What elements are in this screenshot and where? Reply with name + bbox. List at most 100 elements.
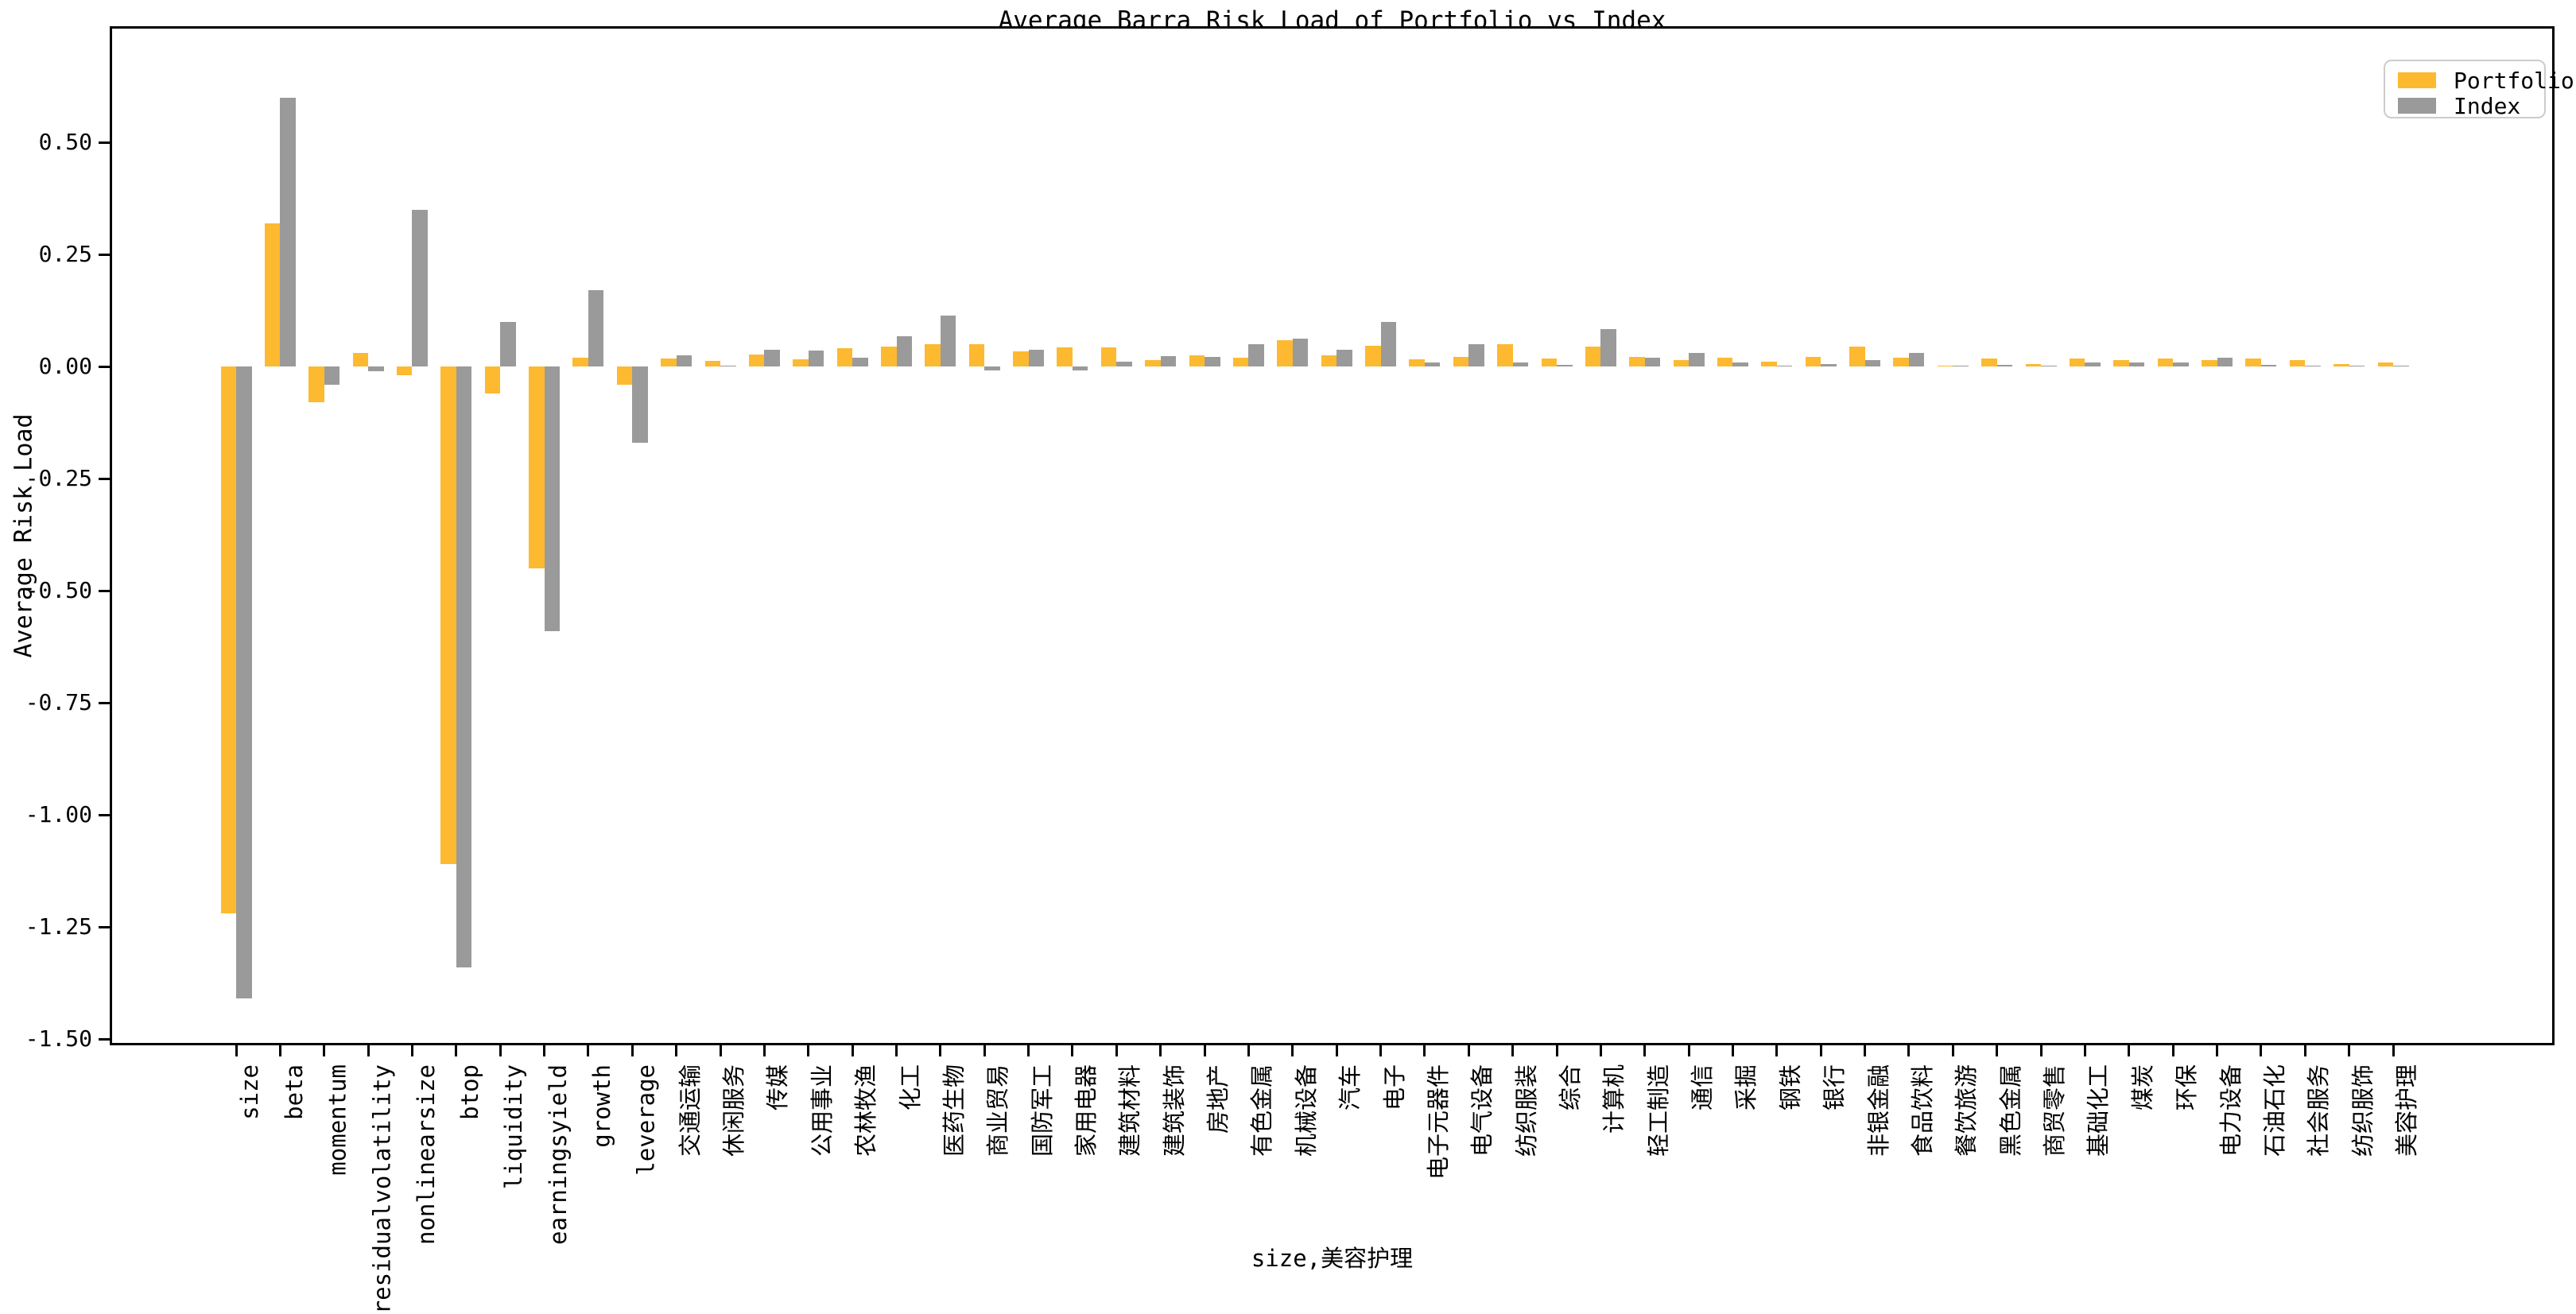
index-bar xyxy=(632,366,648,443)
x-tick-label: 轻工制造 xyxy=(1644,1064,1672,1157)
portfolio-bar xyxy=(264,223,281,366)
y-tick-mark xyxy=(99,253,110,256)
x-tick-label: 建筑装饰 xyxy=(1160,1064,1188,1157)
index-bar xyxy=(852,357,868,366)
index-bar xyxy=(808,351,824,366)
x-tick-label: 计算机 xyxy=(1600,1064,1628,1134)
index-bar xyxy=(1468,344,1484,366)
x-axis-title: size,美容护理 xyxy=(1251,1245,1414,1272)
index-bar xyxy=(324,366,340,385)
portfolio-bar xyxy=(308,366,324,403)
portfolio-bar xyxy=(1717,358,1733,366)
portfolio-bar xyxy=(2289,359,2306,366)
x-tick-mark xyxy=(939,1045,942,1056)
x-tick-mark xyxy=(630,1045,634,1056)
y-tick-label: -0.75 xyxy=(25,689,92,715)
index-bar xyxy=(676,355,692,366)
y-axis-title: Average Risk Load xyxy=(10,413,38,658)
portfolio-bar xyxy=(1761,362,1777,366)
x-tick-mark xyxy=(807,1045,810,1056)
x-tick-label: 汽车 xyxy=(1336,1064,1364,1111)
x-tick-mark xyxy=(2392,1045,2395,1056)
x-tick-label: 化工 xyxy=(896,1064,924,1111)
index-bar xyxy=(2393,365,2409,366)
portfolio-bar xyxy=(1453,357,1469,366)
x-tick-mark xyxy=(2171,1045,2174,1056)
x-tick-mark xyxy=(1335,1045,1338,1056)
x-tick-label: btop xyxy=(456,1064,483,1120)
x-tick-mark xyxy=(323,1045,326,1056)
index-bar xyxy=(1205,356,1220,366)
portfolio-bar xyxy=(2069,358,2085,366)
portfolio-bar xyxy=(704,361,721,366)
x-tick-label: 电子元器件 xyxy=(1424,1064,1452,1180)
index-bar xyxy=(1072,366,1088,370)
index-bar xyxy=(2260,364,2277,366)
index-bar xyxy=(2173,362,2189,366)
x-tick-mark xyxy=(235,1045,238,1056)
portfolio-bar xyxy=(1013,351,1029,366)
x-tick-label: 电力设备 xyxy=(2217,1064,2244,1157)
x-tick-label: 美容护理 xyxy=(2393,1064,2420,1157)
index-bar xyxy=(1028,350,1045,366)
portfolio-bar xyxy=(968,344,985,366)
x-tick-label: 非银金融 xyxy=(1864,1064,1892,1157)
x-tick-mark xyxy=(1643,1045,1647,1056)
y-tick-label: 0.25 xyxy=(38,241,92,267)
index-bar xyxy=(500,321,516,366)
x-tick-mark xyxy=(675,1045,678,1056)
x-tick-mark xyxy=(895,1045,898,1056)
legend-label: Portfolio xyxy=(2454,67,2574,94)
x-tick-label: 综合 xyxy=(1557,1064,1585,1111)
x-tick-label: 农林牧渔 xyxy=(852,1064,880,1157)
y-tick-label: -0.50 xyxy=(25,577,92,603)
portfolio-bar xyxy=(2113,360,2129,366)
x-tick-mark xyxy=(499,1045,502,1056)
x-tick-label: 钢铁 xyxy=(1776,1064,1804,1111)
index-bar xyxy=(1248,343,1264,366)
index-bar xyxy=(940,315,956,366)
x-tick-label: 基础化工 xyxy=(2085,1064,2112,1157)
x-tick-label: 黑色金属 xyxy=(1996,1064,2024,1157)
x-tick-label: 采掘 xyxy=(1732,1064,1760,1111)
index-bar xyxy=(1953,365,1969,366)
x-tick-mark xyxy=(410,1045,413,1056)
portfolio-bar xyxy=(1541,358,1558,366)
y-tick-label: -1.25 xyxy=(25,913,92,940)
portfolio-bar xyxy=(1673,360,1690,366)
portfolio-bar xyxy=(1365,346,1381,366)
x-tick-label: 电气设备 xyxy=(1468,1064,1496,1157)
x-tick-mark xyxy=(1027,1045,1030,1056)
x-tick-label: momentum xyxy=(324,1064,351,1176)
index-bar xyxy=(1776,365,1793,366)
index-bar xyxy=(2217,358,2233,366)
x-tick-mark xyxy=(1599,1045,1602,1056)
x-tick-mark xyxy=(455,1045,458,1056)
portfolio-bar xyxy=(616,366,633,385)
index-bar xyxy=(368,366,384,371)
index-bar xyxy=(280,97,296,366)
x-tick-label: 传媒 xyxy=(764,1064,792,1111)
x-tick-mark xyxy=(1951,1045,1954,1056)
portfolio-bar xyxy=(881,347,897,366)
x-tick-mark xyxy=(1819,1045,1822,1056)
x-tick-mark xyxy=(1071,1045,1074,1056)
x-tick-mark xyxy=(1907,1045,1911,1056)
x-tick-label: 机械设备 xyxy=(1292,1064,1320,1157)
y-tick-mark xyxy=(99,477,110,480)
index-bar xyxy=(236,366,252,999)
x-tick-mark xyxy=(2303,1045,2306,1056)
portfolio-color-swatch xyxy=(2398,72,2436,88)
index-bar xyxy=(984,366,1000,370)
portfolio-bar xyxy=(2025,363,2042,366)
portfolio-bar xyxy=(1981,358,1997,366)
y-tick-mark xyxy=(99,1037,110,1041)
x-tick-label: residualvolatility xyxy=(368,1064,396,1314)
x-tick-label: 餐饮旅游 xyxy=(1953,1064,1980,1157)
x-tick-label: earningsyield xyxy=(544,1064,572,1245)
portfolio-bar xyxy=(2334,363,2349,366)
x-tick-mark xyxy=(543,1045,546,1056)
index-bar xyxy=(456,366,472,967)
portfolio-bar xyxy=(793,359,809,366)
x-tick-mark xyxy=(851,1045,854,1056)
